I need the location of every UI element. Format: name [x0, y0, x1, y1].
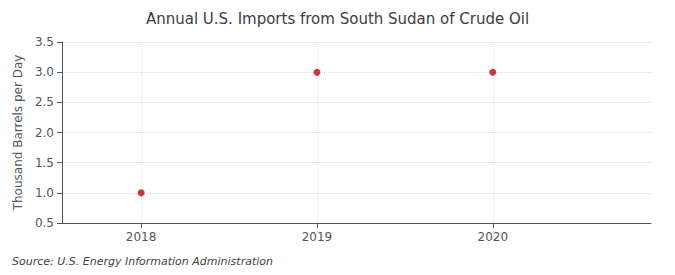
svg-text:1.5: 1.5: [35, 156, 54, 170]
svg-text:Thousand Barrels per Day: Thousand Barrels per Day: [11, 55, 25, 212]
svg-text:3.5: 3.5: [35, 35, 54, 49]
svg-text:1.0: 1.0: [35, 186, 54, 200]
svg-text:3.0: 3.0: [35, 65, 54, 79]
svg-text:Annual U.S. Imports from South: Annual U.S. Imports from South Sudan of …: [146, 10, 529, 28]
svg-text:0.5: 0.5: [35, 216, 54, 230]
svg-text:Source: U.S. Energy Informatio: Source: U.S. Energy Information Administ…: [12, 255, 273, 268]
svg-text:2018: 2018: [126, 230, 157, 244]
svg-text:2019: 2019: [302, 230, 333, 244]
svg-text:2020: 2020: [477, 230, 508, 244]
svg-text:2.5: 2.5: [35, 95, 54, 109]
svg-text:2.0: 2.0: [35, 126, 54, 140]
